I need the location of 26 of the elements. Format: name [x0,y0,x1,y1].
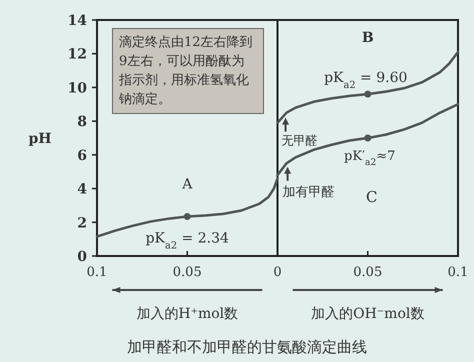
x-tick-label: 0.1 [448,265,468,280]
y-tick-label: 0 [77,249,88,265]
annotation: pK$_{a2}$ = 2.34 [146,230,229,252]
annotation: C [366,188,378,206]
text: 加甲醛和不加甲醛的甘氨酸滴定曲线 [127,338,367,356]
y-tick-label: 4 [77,182,88,198]
y-axis-title: pH [28,131,52,147]
x-tick-label: 0 [273,265,282,280]
annotation: 加有甲醛 [282,184,334,200]
text: 加入的H⁺mol数 [136,306,238,322]
x-tick-label: 0.1 [86,265,108,280]
annotation: B [362,30,374,46]
annotation: pK′$_{a2}$≈7 [344,149,396,168]
annotation: A [181,176,194,193]
y-tick-label: 12 [68,46,87,63]
annotation: pK$_{a2}$ = 9.60 [324,70,408,91]
y-tick-label: 14 [68,13,88,29]
x-tick-label: 0.05 [172,265,202,280]
annotation: 无甲醛 [282,134,318,148]
annotation: 滴定终点由12左右降到9左右，可以用酚酞为指示剂，用标准氢氧化钠滴定。 [112,28,264,114]
y-tick-label: 2 [77,215,87,232]
y-tick-label: 8 [77,114,87,130]
y-tick-label: 10 [68,80,88,96]
y-tick-label: 6 [77,148,87,164]
text: 加入的OH⁻mol数 [311,306,424,322]
x-tick-label: 0.05 [353,265,382,280]
